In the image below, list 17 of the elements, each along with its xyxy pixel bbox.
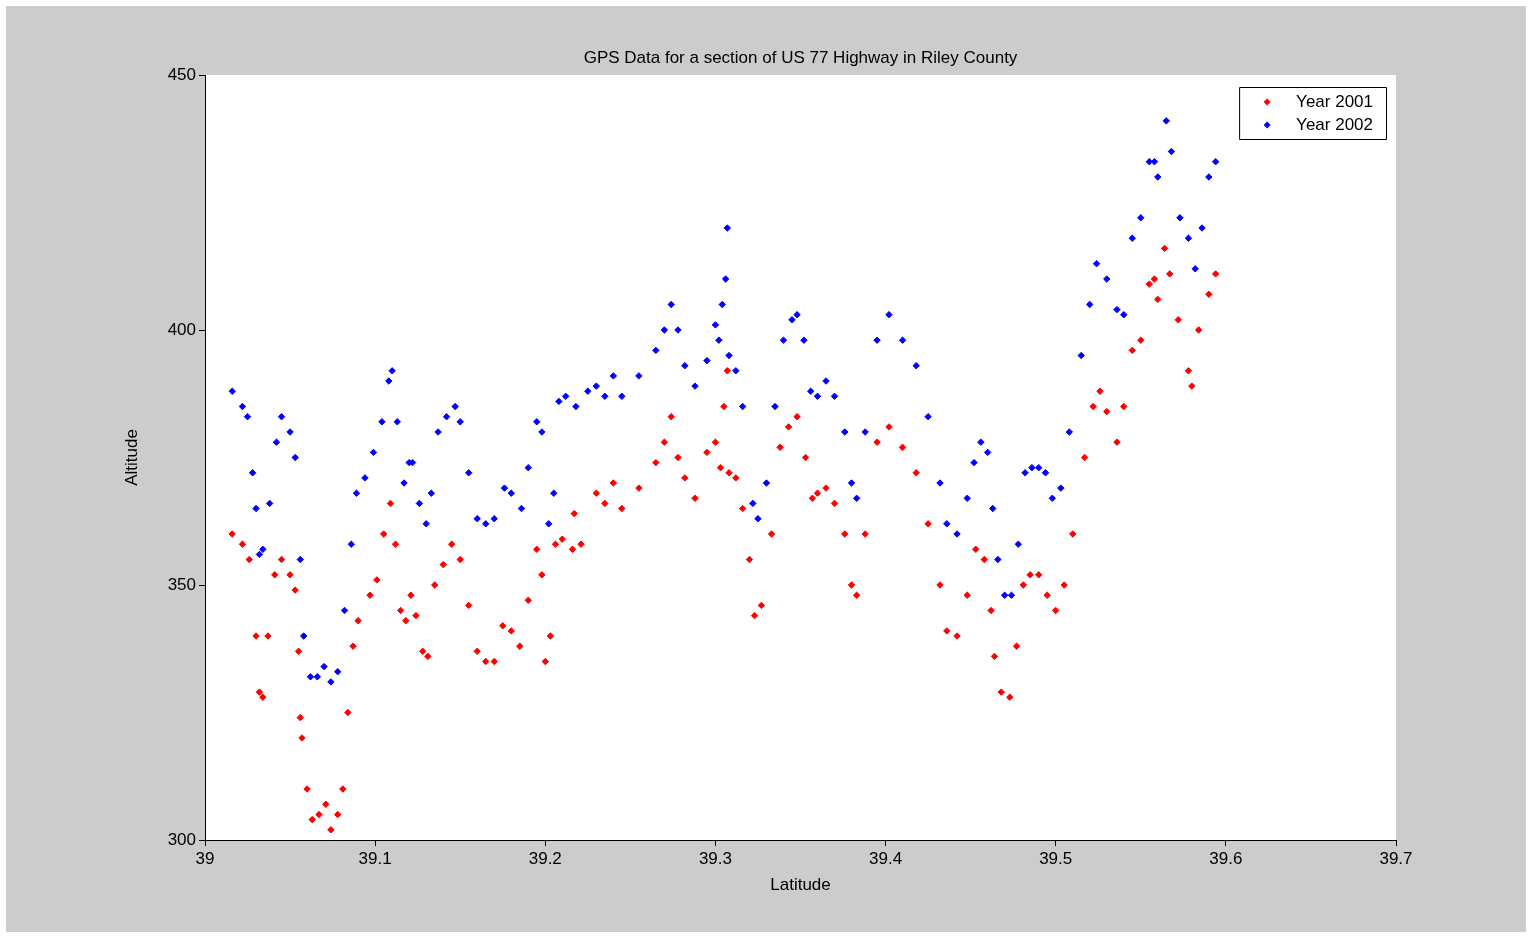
x-tick-label: 39.7 [1379,848,1413,868]
x-tick-label: 39.1 [358,848,392,868]
x-tick-label: 39.6 [1209,848,1243,868]
y-tick-label: 350 [167,574,196,594]
y-tick-label: 400 [167,319,196,339]
x-axis-title: Latitude [770,875,831,895]
x-tick-label: 39.3 [698,848,732,868]
y-tick-label: 450 [167,64,196,84]
x-tick-label: 39.5 [1039,848,1073,868]
y-axis-title: Altitude [121,429,141,486]
x-tick-label: 39.4 [869,848,903,868]
legend-label: Year 2001 [1296,91,1373,111]
x-tick-label: 39 [195,848,215,868]
chart-title: GPS Data for a section of US 77 Highway in Riley County [583,48,1018,68]
x-tick-label: 39.2 [528,848,562,868]
legend-label: Year 2002 [1296,114,1373,134]
y-tick-label: 300 [167,829,196,849]
